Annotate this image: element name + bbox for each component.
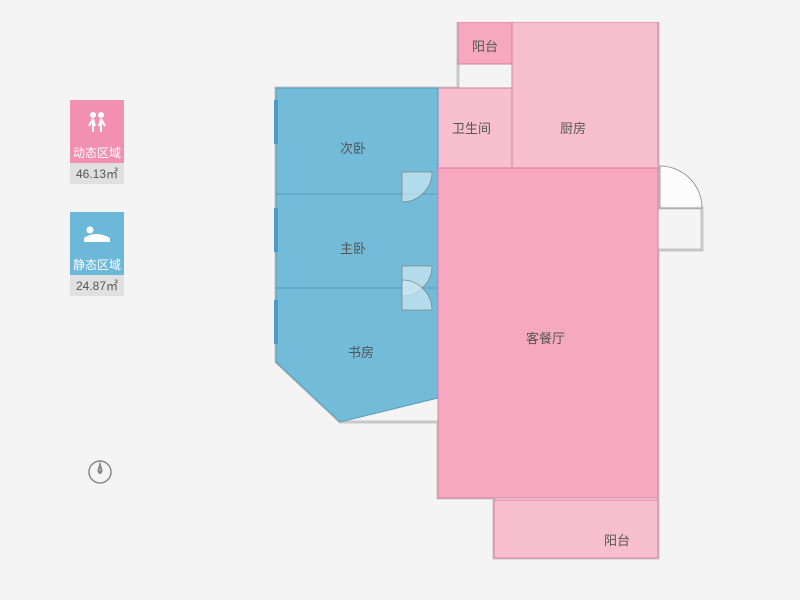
legend-static: 静态区域 24.87㎡ <box>70 212 124 296</box>
floorplan: 阳台厨房卫生间次卧主卧书房客餐厅阳台 <box>240 22 720 577</box>
room-label-master_bedroom: 主卧 <box>340 238 366 257</box>
static-zone-value: 24.87㎡ <box>70 275 124 296</box>
room-kitchen <box>512 22 658 168</box>
room-balcony_bottom <box>494 500 658 558</box>
window-marker <box>274 100 278 144</box>
legend-panel: 动态区域 46.13㎡ 静态区域 24.87㎡ <box>70 100 124 324</box>
room-label-bathroom: 卫生间 <box>452 118 491 137</box>
static-zone-icon <box>70 212 124 254</box>
compass-icon <box>86 458 114 486</box>
floorplan-svg <box>240 22 720 577</box>
room-label-secondary_bedroom: 次卧 <box>340 138 366 157</box>
window-marker <box>274 208 278 252</box>
static-zone-label: 静态区域 <box>70 254 124 275</box>
window-marker <box>274 300 278 344</box>
room-label-balcony_bottom: 阳台 <box>604 530 630 549</box>
door-arc <box>660 166 702 208</box>
dynamic-zone-value: 46.13㎡ <box>70 163 124 184</box>
dynamic-zone-icon <box>70 100 124 142</box>
dynamic-zone-label: 动态区域 <box>70 142 124 163</box>
legend-dynamic: 动态区域 46.13㎡ <box>70 100 124 184</box>
room-label-kitchen: 厨房 <box>560 118 586 137</box>
room-label-study: 书房 <box>348 342 374 361</box>
room-label-balcony_top: 阳台 <box>472 36 498 55</box>
room-label-living_dining: 客餐厅 <box>526 328 565 347</box>
